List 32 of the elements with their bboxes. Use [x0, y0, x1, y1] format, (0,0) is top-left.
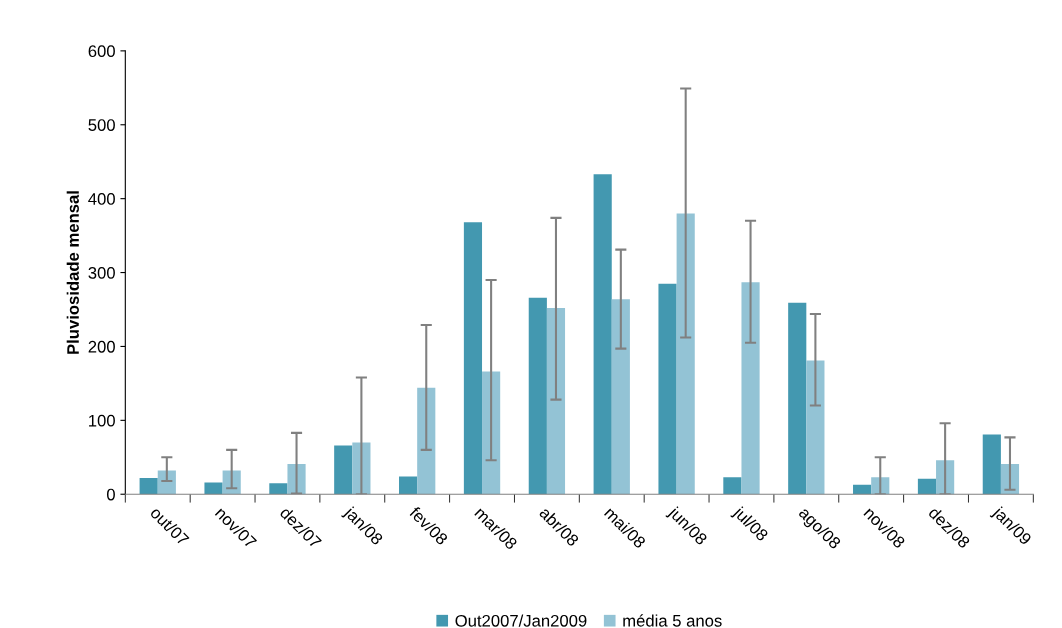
bar	[269, 483, 288, 495]
y-tick-label: 300	[88, 266, 115, 279]
y-tick-label: 600	[88, 45, 115, 58]
bar	[982, 434, 1001, 495]
y-tick-label: 400	[88, 193, 115, 205]
bar	[334, 445, 353, 495]
bar	[853, 484, 872, 495]
bar	[546, 308, 566, 495]
y-tick-label: 200	[88, 340, 115, 353]
y-tick-label: 100	[89, 414, 115, 427]
bar	[417, 387, 436, 495]
legend-label: Out2007/Jan2009	[455, 614, 587, 627]
y-tick-label: 0	[106, 488, 115, 501]
bar	[611, 299, 630, 495]
y-axis-title: Pluviosidade mensal	[66, 191, 79, 354]
bar	[741, 282, 760, 495]
bar	[806, 360, 825, 495]
bar	[399, 476, 418, 495]
bar	[723, 477, 742, 495]
bar	[463, 222, 483, 495]
legend-label: média 5 anos	[623, 614, 722, 627]
bar	[204, 482, 223, 495]
bar	[528, 297, 547, 495]
bar	[658, 283, 677, 495]
bar	[482, 371, 501, 495]
y-tick-label: 500	[88, 119, 115, 131]
bar	[917, 478, 937, 495]
bar	[676, 213, 695, 495]
bar	[788, 302, 807, 495]
bar	[593, 174, 612, 495]
bar	[157, 470, 176, 495]
bar	[139, 477, 158, 495]
